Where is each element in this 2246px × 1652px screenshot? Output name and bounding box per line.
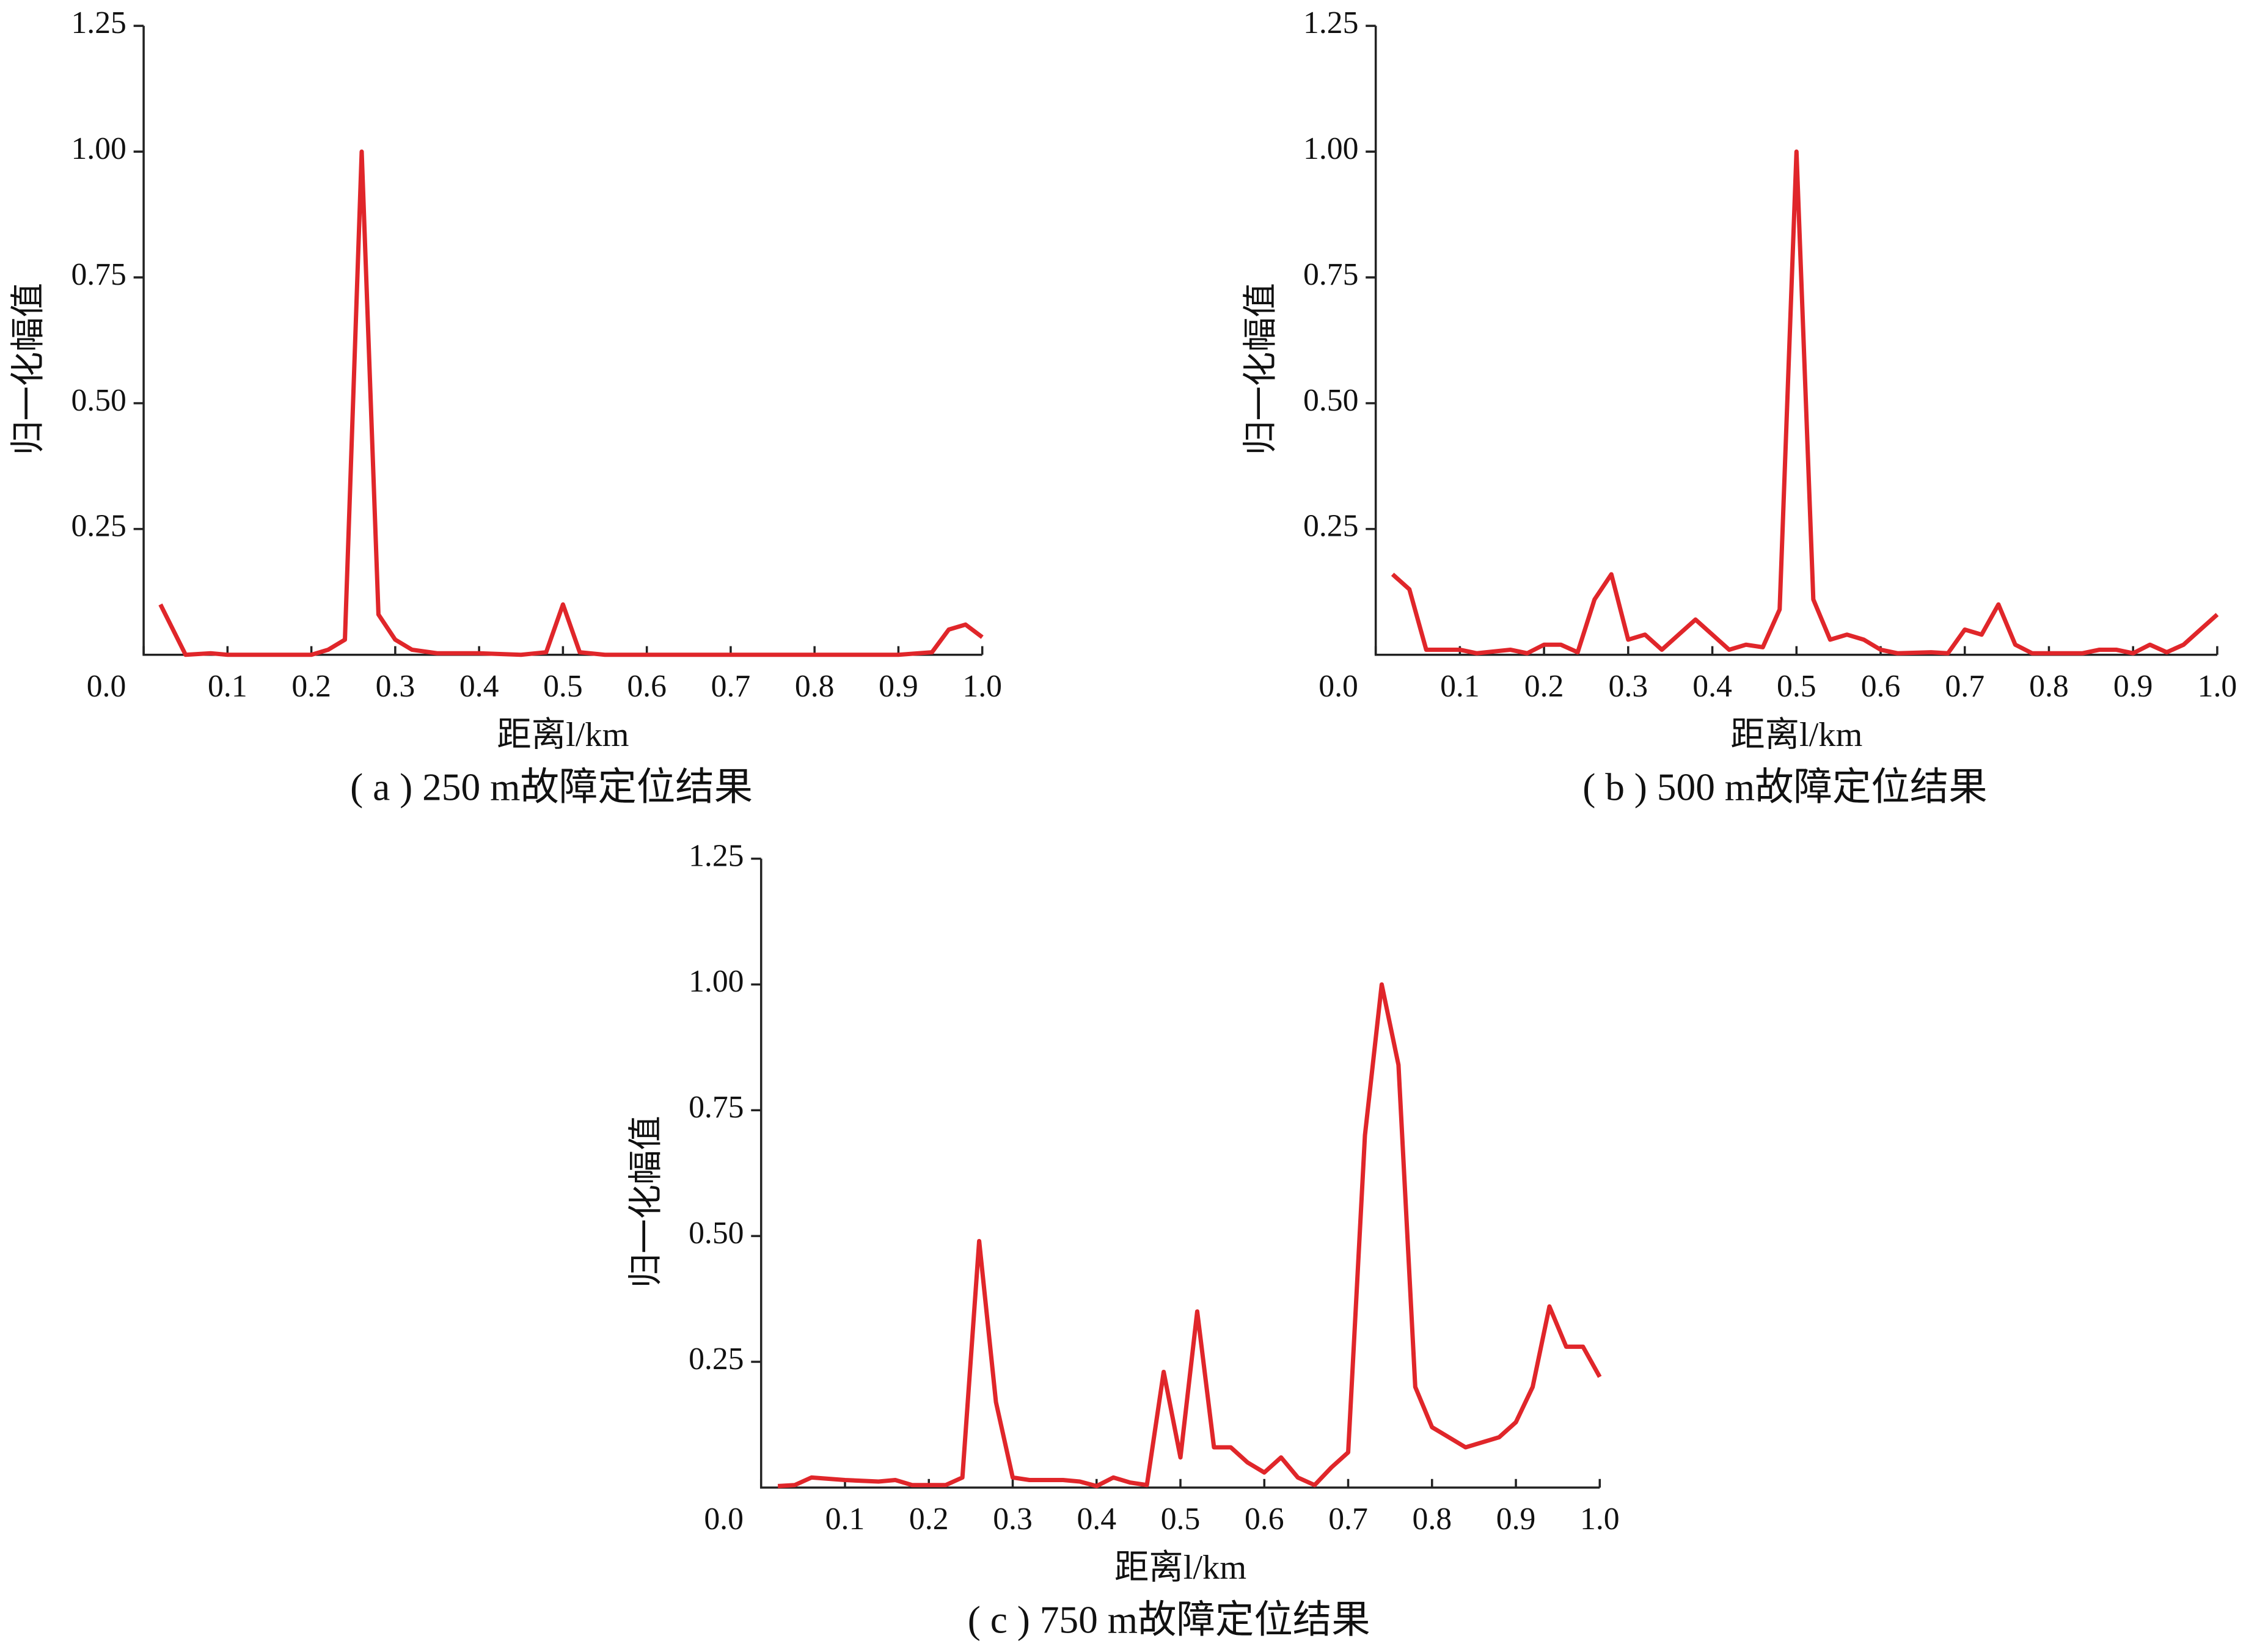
x-tick-label: 0.5 <box>1777 669 1816 704</box>
x-tick-label: 0.4 <box>1692 669 1732 704</box>
y-tick-label: 1.00 <box>71 131 126 166</box>
x-tick-label: 0.0 <box>704 1502 744 1537</box>
caption: ( a ) 250 m故障定位结果 <box>350 766 753 809</box>
x-tick-label: 0.5 <box>543 669 583 704</box>
x-tick-label: 0.9 <box>879 669 918 704</box>
x-axis-title: 距离l/km <box>497 716 629 754</box>
y-axis-title: 归一化幅值 <box>1242 283 1279 455</box>
x-tick-label: 0.7 <box>711 669 751 704</box>
x-tick-label: 0.2 <box>1524 669 1564 704</box>
axes <box>759 858 1600 1489</box>
x-tick-label: 0.0 <box>87 669 126 704</box>
x-tick-label: 1.0 <box>962 669 1002 704</box>
x-tick-label: 1.0 <box>2198 669 2237 704</box>
data-line <box>777 982 1602 1488</box>
data-line <box>1391 149 2219 656</box>
x-tick-label: 0.6 <box>1861 669 1901 704</box>
y-tick-label: 1.00 <box>689 964 744 999</box>
x-tick-label: 0.2 <box>909 1502 949 1537</box>
x-tick-label: 0.9 <box>1496 1502 1536 1537</box>
x-tick-label: 0.4 <box>459 669 499 704</box>
x-tick-label: 0.1 <box>825 1502 865 1537</box>
x-tick-label: 0.7 <box>1328 1502 1368 1537</box>
y-tick-label: 1.25 <box>71 5 126 40</box>
caption: ( b ) 500 m故障定位结果 <box>1582 766 1988 809</box>
x-tick-label: 0.4 <box>1077 1502 1116 1537</box>
x-tick-label: 0.5 <box>1161 1502 1201 1537</box>
axes <box>1374 26 2217 656</box>
y-axis-title: 归一化幅值 <box>10 283 48 455</box>
y-tick-label: 0.50 <box>689 1216 744 1251</box>
y-tick-label: 0.75 <box>689 1090 744 1125</box>
caption: ( c ) 750 m故障定位结果 <box>968 1598 1370 1642</box>
y-tick-label: 0.50 <box>71 383 126 418</box>
axes <box>142 26 982 656</box>
x-tick-label: 0.6 <box>1245 1502 1284 1537</box>
y-tick-label: 0.75 <box>1303 257 1358 292</box>
x-axis-title: 距离l/km <box>1730 716 1862 754</box>
x-tick-label: 0.8 <box>795 669 835 704</box>
x-axis-title: 距离l/km <box>1114 1549 1246 1587</box>
x-tick-label: 0.9 <box>2113 669 2153 704</box>
x-tick-label: 0.3 <box>993 1502 1033 1537</box>
y-tick-label: 0.75 <box>71 257 126 292</box>
y-tick-label: 1.25 <box>1303 5 1358 40</box>
x-tick-label: 0.1 <box>208 669 247 704</box>
y-tick-label: 0.25 <box>1303 509 1358 544</box>
x-tick-label: 0.3 <box>376 669 415 704</box>
x-tick-label: 0.3 <box>1609 669 1648 704</box>
y-tick-label: 1.00 <box>1303 131 1358 166</box>
y-tick-label: 0.25 <box>71 509 126 544</box>
y-tick-label: 0.50 <box>1303 383 1358 418</box>
y-tick-label: 1.25 <box>689 838 744 873</box>
x-tick-label: 0.0 <box>1319 669 1358 704</box>
x-tick-label: 0.6 <box>627 669 667 704</box>
x-tick-label: 0.7 <box>1945 669 1984 704</box>
x-tick-label: 0.1 <box>1440 669 1480 704</box>
y-axis-title: 归一化幅值 <box>627 1116 665 1288</box>
x-tick-label: 0.2 <box>291 669 331 704</box>
x-tick-label: 1.0 <box>1580 1502 1620 1537</box>
x-tick-label: 0.8 <box>2029 669 2069 704</box>
y-tick-label: 0.25 <box>689 1342 744 1376</box>
data-line <box>158 149 984 657</box>
x-tick-label: 0.8 <box>1412 1502 1452 1537</box>
